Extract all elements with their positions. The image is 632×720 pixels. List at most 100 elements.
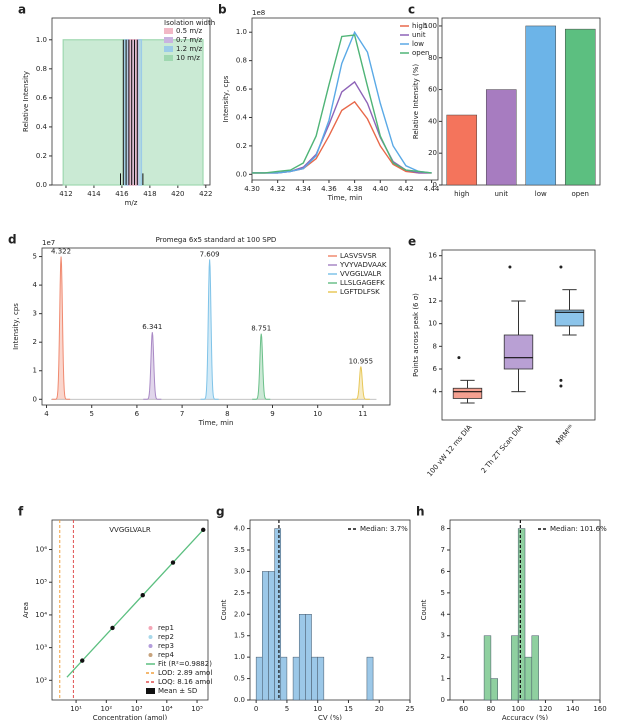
legend-title: Isolation width: [164, 19, 215, 27]
bar: [525, 25, 557, 186]
legend-label: Median: 3.7%: [360, 525, 408, 533]
histogram-bar: [280, 656, 288, 701]
y-tick-label: 2: [441, 653, 445, 661]
x-tick-label: 416: [115, 190, 129, 198]
panel-letter: a: [18, 3, 26, 17]
y-tick-label: 0.0: [236, 170, 247, 178]
point: [110, 625, 115, 631]
x-tick-label: 10²: [100, 705, 112, 713]
y-axis-label: Relative Intensity (%): [412, 64, 420, 140]
peak: [252, 333, 271, 400]
y-tick-label: 2: [33, 338, 37, 346]
x-tick-label: 10⁵: [191, 705, 203, 713]
x-tick-label: 80: [486, 705, 495, 713]
x-tick-label: 420: [171, 190, 184, 198]
x-axis-label: Time, min: [198, 419, 234, 427]
fit-line: [66, 529, 204, 678]
y-tick-label: 0.2: [236, 142, 247, 150]
plot-frame: [251, 17, 439, 181]
x-tick-label: 100: [511, 705, 524, 713]
point: [170, 560, 176, 565]
histogram-bar: [483, 635, 492, 701]
y-tick-label: 0.8: [236, 57, 247, 65]
histogram-bar: [305, 614, 312, 701]
legend-label: LGFTDLFSK: [340, 288, 380, 296]
point: [201, 527, 206, 533]
y-tick-label: 5: [33, 253, 37, 261]
chart-title: Promega 6x5 standard at 100 SPD: [156, 236, 277, 244]
series-line: [252, 100, 432, 174]
legend-label: LOD: 2.89 amol: [158, 669, 212, 677]
x-tick-label: 4.38: [347, 185, 363, 193]
x-tick-label: 25: [406, 705, 415, 713]
x-tick-label: MRMᴴᴿ: [554, 423, 575, 446]
y-tick-label: 1.5: [234, 632, 245, 640]
y-tick-label: 1.0: [36, 36, 47, 44]
panel-letter: g: [216, 505, 225, 519]
plot-frame: [41, 247, 391, 406]
y-tick-label: 0.0: [234, 696, 245, 704]
histogram-bar: [255, 656, 263, 701]
y-axis-label: Intensity, cps: [222, 75, 230, 122]
legend-label: 1.2 m/z: [176, 45, 203, 53]
x-tick-label: 5: [285, 705, 289, 713]
x-tick-label: 10: [313, 705, 322, 713]
x-tick-label: 8: [225, 410, 229, 418]
y-tick-label: 4.0: [234, 525, 245, 533]
x-tick-label: 160: [593, 705, 606, 713]
x-tick-label: 11: [358, 410, 367, 418]
peak-label: 6.341: [142, 323, 162, 331]
x-axis-label: Accuracy (%): [502, 714, 549, 720]
histogram-bar: [517, 528, 526, 701]
y-tick-label: 10⁵: [35, 578, 47, 586]
y-tick-label: 7: [441, 546, 445, 554]
axis-offset-label: 1e7: [42, 239, 55, 247]
y-tick-label: 10⁴: [35, 611, 47, 619]
y-tick-label: 0: [433, 181, 437, 189]
x-tick-label: 412: [59, 190, 72, 198]
x-tick-label: 414: [87, 190, 101, 198]
x-tick-label: 10⁴: [161, 705, 173, 713]
histogram-bar: [511, 635, 519, 701]
y-tick-label: 10³: [35, 644, 47, 652]
box: [554, 309, 585, 327]
x-tick-label: 4.30: [244, 185, 260, 193]
peak-label: 4.322: [51, 248, 71, 256]
legend-label: high: [412, 22, 427, 30]
legend-swatch: [164, 55, 173, 61]
x-tick-label: 100 vW 12 ms DIA: [426, 423, 474, 478]
y-tick-label: 40: [428, 117, 437, 125]
legend-swatch: [146, 688, 155, 694]
histogram-bar: [262, 571, 269, 701]
legend-swatch: [148, 626, 153, 630]
x-tick-label: 4.44: [424, 185, 440, 193]
y-tick-label: 0.0: [36, 181, 47, 189]
panel-letter: d: [8, 233, 17, 247]
x-tick-label: 10³: [131, 705, 143, 713]
x-tick-label: unit: [494, 190, 508, 198]
x-tick-label: low: [535, 190, 547, 198]
legend-label: rep4: [158, 651, 174, 659]
y-axis-label: Area: [22, 602, 30, 618]
legend-swatch: [148, 635, 153, 639]
y-tick-label: 1.0: [234, 653, 245, 661]
plot-frame: [249, 519, 411, 701]
legend-label: LASVSVSR: [340, 252, 377, 260]
legend-label: Fit (R²=0.9882): [158, 660, 212, 668]
y-tick-label: 10⁶: [35, 546, 47, 554]
legend-label: 0.5 m/z: [176, 27, 203, 35]
x-tick-label: 0: [254, 705, 258, 713]
x-tick-label: 10¹: [70, 705, 82, 713]
legend-label: rep2: [158, 633, 174, 641]
legend-swatch: [148, 644, 153, 648]
y-tick-label: 6: [441, 567, 446, 575]
box: [503, 334, 534, 370]
y-tick-label: 0: [441, 696, 445, 704]
y-axis-label: Count: [220, 599, 228, 620]
flier: [559, 265, 563, 269]
panel-letter: f: [18, 505, 24, 519]
x-tick-label: 120: [539, 705, 552, 713]
peak-label: 7.609: [200, 250, 220, 258]
x-tick-label: 9: [270, 410, 274, 418]
